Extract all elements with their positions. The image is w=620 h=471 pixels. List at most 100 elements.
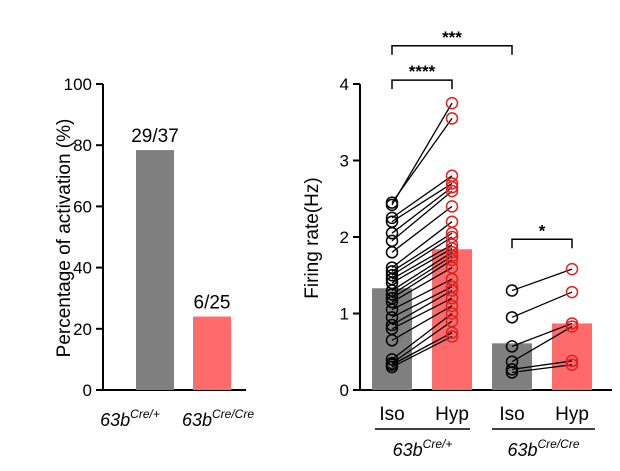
significance-label: **** [409, 62, 436, 81]
data-point-hyp [445, 307, 459, 320]
pair-line [391, 247, 453, 284]
left-y-tick-label: 100 [64, 75, 92, 94]
pair-line [391, 255, 453, 295]
pair-line [391, 102, 453, 206]
data-point-hyp [565, 262, 579, 276]
pair-line [391, 305, 453, 341]
right-x-tick-label: Hyp [555, 404, 589, 425]
data-point-hyp [565, 320, 579, 333]
data-point-iso [385, 234, 399, 248]
pair-line [391, 335, 453, 368]
data-point-hyp [445, 230, 459, 244]
data-point-hyp [445, 169, 459, 183]
pair-line [391, 232, 453, 272]
right-y-tick-label: 2 [340, 228, 349, 247]
pair-line [391, 221, 453, 269]
pair-line [391, 244, 453, 280]
data-point-hyp [445, 330, 459, 343]
data-point-hyp [445, 215, 459, 228]
data-point-hyp [565, 358, 579, 372]
pair-line [391, 186, 453, 234]
data-point-iso [385, 291, 399, 305]
data-point-iso [385, 311, 399, 324]
left-y-tick-label: 80 [73, 136, 92, 155]
left-bar [193, 316, 231, 390]
pair-line [511, 322, 573, 348]
data-point-hyp [565, 285, 579, 299]
left-category-label: 63bCre/Cre [182, 407, 254, 430]
data-point-iso [385, 318, 399, 332]
left-y-tick-label: 0 [83, 381, 92, 400]
pair-line [511, 360, 573, 370]
data-point-hyp [445, 177, 459, 190]
data-point-iso [385, 265, 399, 278]
data-point-iso [505, 340, 519, 353]
data-point-hyp [445, 314, 459, 328]
right-x-tick-label: Iso [499, 404, 524, 425]
data-point-hyp [445, 246, 459, 259]
data-point-iso [385, 198, 399, 212]
data-point-iso [385, 215, 399, 228]
pair-line [511, 268, 573, 292]
right-x-tick-label: Hyp [435, 404, 469, 425]
significance-label: *** [442, 28, 462, 47]
data-point-hyp [565, 317, 579, 330]
pair-line [391, 251, 453, 292]
data-point-iso [505, 363, 519, 376]
pair-line [391, 312, 453, 360]
pair-line [391, 190, 453, 242]
pair-line [391, 175, 453, 219]
right-y-tick-label: 4 [340, 75, 349, 94]
right-y-axis-label: Firing rate(Hz) [302, 177, 323, 298]
right-x-tick-label: Iso [379, 404, 404, 425]
left-bar-data-label: 6/25 [194, 293, 231, 314]
left-y-tick-label: 60 [73, 197, 92, 216]
data-point-hyp [445, 184, 459, 198]
left-category-label: 63bCre/+ [100, 407, 160, 430]
pair-line [391, 267, 453, 303]
pair-line [391, 297, 453, 330]
data-point-iso [505, 284, 519, 297]
data-point-hyp [445, 112, 459, 125]
data-point-iso [505, 311, 519, 324]
significance-bracket [511, 238, 573, 249]
left-bar [136, 150, 174, 390]
significance-label: * [539, 221, 546, 240]
data-point-hyp [445, 299, 459, 313]
left-y-tick-label: 20 [73, 320, 92, 339]
pair-line [511, 291, 573, 318]
significance-bracket [391, 79, 453, 90]
left-y-axis-label: Percentage of activation (%) [54, 119, 75, 358]
pair-line [391, 182, 453, 223]
data-point-iso [385, 261, 399, 274]
data-point-iso [505, 355, 519, 368]
left-chart: Percentage of activation (%) 0 20 40 60 80 10… [54, 75, 254, 430]
data-point-iso [385, 356, 399, 370]
data-point-hyp [445, 280, 459, 293]
pair-line [391, 286, 453, 318]
pair-line [391, 259, 453, 299]
data-point-hyp [565, 354, 579, 368]
left-bar-data-label: 29/37 [131, 126, 179, 147]
significance-bracket [391, 45, 513, 55]
left-y-tick-label: 40 [73, 259, 92, 278]
pair-line [391, 332, 453, 366]
group-label: 63bCre/+ [393, 437, 453, 460]
pair-line [391, 278, 453, 311]
pair-line [391, 205, 453, 253]
data-point-iso [385, 353, 399, 366]
data-point-iso [385, 211, 399, 225]
right-y-tick-label: 3 [340, 152, 349, 171]
right-y-tick-label: 0 [340, 381, 349, 400]
right-y-tick-label: 1 [340, 305, 349, 324]
data-point-hyp [445, 200, 459, 213]
pair-line [391, 289, 453, 326]
pair-line [391, 236, 453, 276]
pair-line [511, 364, 573, 374]
right-bar [552, 323, 592, 390]
pair-line [391, 320, 453, 364]
group-label: 63bCre/Cre [507, 437, 579, 460]
data-point-hyp [445, 96, 459, 110]
